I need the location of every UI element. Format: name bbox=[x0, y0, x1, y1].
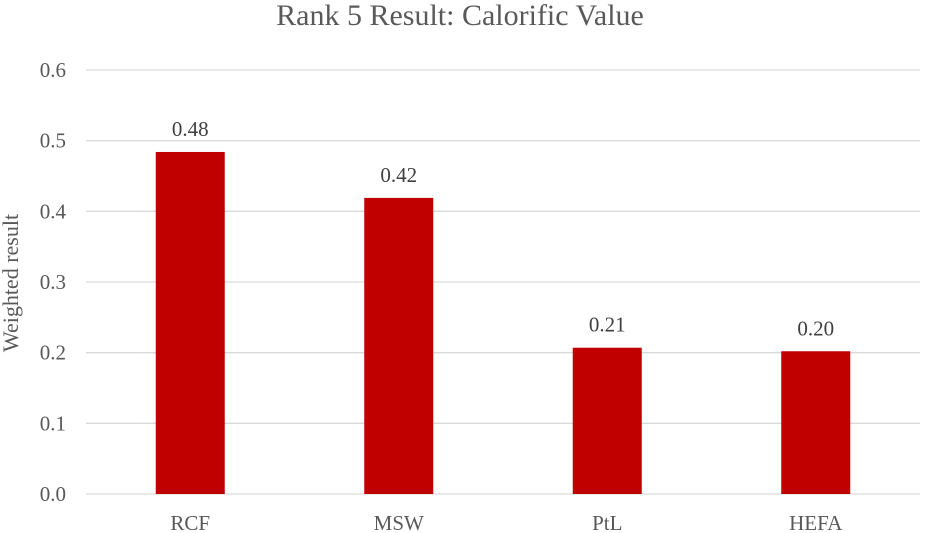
y-axis-ticks: 0.0 0.1 0.2 0.3 0.4 0.5 0.6 bbox=[40, 58, 67, 506]
bar-rcf bbox=[155, 151, 225, 494]
x-tick-label-hefa: HEFA bbox=[789, 511, 843, 533]
x-tick-label-rcf: RCF bbox=[170, 511, 210, 533]
bars bbox=[155, 151, 851, 494]
x-tick-label-ptl: PtL bbox=[592, 511, 622, 533]
data-label-hefa: 0.20 bbox=[797, 316, 834, 340]
y-axis-label: Weighted result bbox=[0, 214, 23, 352]
gridlines bbox=[86, 69, 920, 495]
x-tick-label-msw: MSW bbox=[374, 511, 424, 533]
y-tick-label: 0.0 bbox=[40, 482, 66, 506]
y-tick-label: 0.2 bbox=[40, 341, 66, 365]
data-labels: 0.48 0.42 0.21 0.20 bbox=[172, 117, 834, 340]
y-tick-label: 0.5 bbox=[40, 129, 66, 153]
chart-title: Rank 5 Result: Calorific Value bbox=[276, 0, 644, 32]
y-tick-label: 0.4 bbox=[40, 199, 67, 223]
y-tick-label: 0.3 bbox=[40, 270, 66, 294]
y-tick-label: 0.1 bbox=[40, 411, 66, 435]
data-label-msw: 0.42 bbox=[380, 163, 417, 187]
data-label-rcf: 0.48 bbox=[172, 117, 209, 141]
x-axis-ticks: RCF MSW PtL HEFA bbox=[170, 511, 843, 533]
data-label-ptl: 0.21 bbox=[589, 313, 626, 337]
bar-hefa bbox=[781, 351, 851, 494]
bar-msw bbox=[364, 197, 434, 494]
bar-ptl bbox=[572, 347, 642, 494]
y-tick-label: 0.6 bbox=[40, 58, 66, 82]
